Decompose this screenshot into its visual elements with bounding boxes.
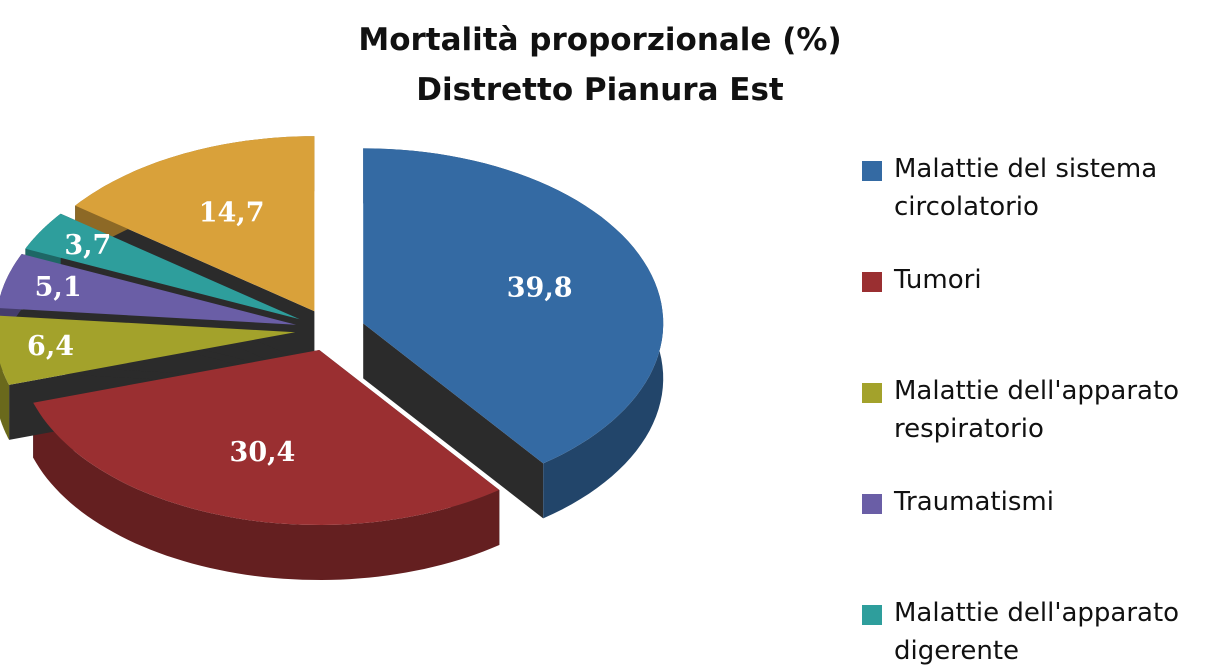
data-label: 3,7 <box>64 230 111 261</box>
legend-label: Malattie del sistema circolatorio <box>894 154 1158 222</box>
legend-item: Tumori <box>862 261 1222 299</box>
legend-item: Traumatismi <box>862 483 1222 521</box>
slice <box>363 148 664 464</box>
data-label: 6,4 <box>27 331 74 362</box>
legend-label: Malattie dell'apparato respiratorio <box>894 376 1180 444</box>
data-label: 14,7 <box>199 198 265 229</box>
slice <box>0 254 297 325</box>
legend-swatch <box>862 605 882 625</box>
legend-swatch <box>862 383 882 403</box>
slice-side <box>0 363 10 440</box>
legend-item: Malattie dell'apparato digerente <box>862 594 1222 670</box>
slice <box>0 315 296 385</box>
pie-area: 39,8 30,4 6,4 5,1 3,7 14,7 <box>0 136 664 580</box>
chart-subtitle: Distretto Pianura Est <box>416 72 784 108</box>
legend-item: Malattie dell'apparato respiratorio <box>862 372 1222 448</box>
legend-label: Traumatismi <box>894 487 1054 517</box>
slice-side <box>363 323 544 519</box>
slice-side <box>33 402 500 580</box>
data-label: 30,4 <box>230 437 296 468</box>
legend-label: Malattie dell'apparato digerente <box>894 598 1180 666</box>
data-label: 5,1 <box>35 272 82 303</box>
legend-swatch <box>862 494 882 514</box>
legend-label: Tumori <box>894 265 982 295</box>
legend-item: Malattie del sistema circolatorio <box>862 150 1222 226</box>
chart-title: Mortalità proporzionale (%) <box>358 22 842 58</box>
slice <box>25 213 300 320</box>
slice <box>33 350 500 525</box>
slice <box>75 136 315 312</box>
legend-swatch <box>862 272 882 292</box>
legend-swatch <box>862 161 882 181</box>
data-label: 39,8 <box>507 273 573 304</box>
